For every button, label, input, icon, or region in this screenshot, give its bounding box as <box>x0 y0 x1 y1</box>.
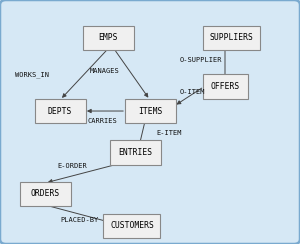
Text: WORKS_IN: WORKS_IN <box>15 71 49 78</box>
Text: CARRIES: CARRIES <box>87 118 117 124</box>
Text: ITEMS: ITEMS <box>138 107 162 115</box>
Text: DEPTS: DEPTS <box>48 107 72 115</box>
Text: E-ITEM: E-ITEM <box>156 130 182 136</box>
FancyBboxPatch shape <box>124 99 176 123</box>
FancyBboxPatch shape <box>103 214 160 238</box>
FancyBboxPatch shape <box>82 26 134 50</box>
Text: O-SUPPLIER: O-SUPPLIER <box>180 57 223 63</box>
FancyBboxPatch shape <box>34 99 86 123</box>
Text: ENTRIES: ENTRIES <box>118 148 152 157</box>
Text: O-ITEM: O-ITEM <box>180 89 206 94</box>
Text: PLACED-BY: PLACED-BY <box>60 217 98 223</box>
Text: CUSTOMERS: CUSTOMERS <box>110 221 154 230</box>
Text: ORDERS: ORDERS <box>30 190 60 198</box>
FancyBboxPatch shape <box>20 182 70 206</box>
FancyBboxPatch shape <box>202 26 260 50</box>
FancyBboxPatch shape <box>110 140 160 165</box>
Text: EMPS: EMPS <box>98 33 118 42</box>
Text: E-ORDER: E-ORDER <box>57 163 87 169</box>
FancyBboxPatch shape <box>202 74 247 99</box>
Text: SUPPLIERS: SUPPLIERS <box>209 33 253 42</box>
Text: MANAGES: MANAGES <box>90 68 120 74</box>
Text: OFFERS: OFFERS <box>210 82 240 91</box>
